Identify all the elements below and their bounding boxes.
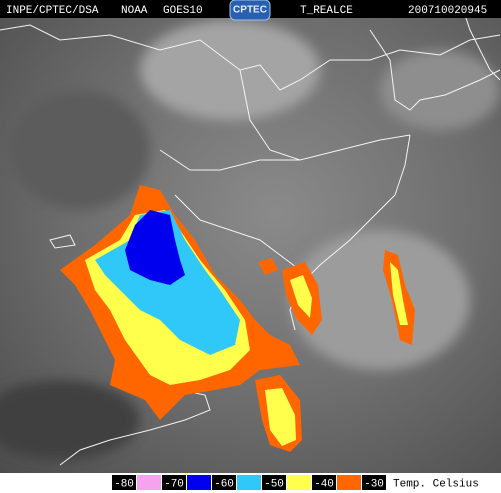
source: INPE/CPTEC/DSA xyxy=(6,5,99,17)
legend-label: -40 xyxy=(314,478,334,490)
legend-label-box xyxy=(162,475,186,490)
logo: CPTEC xyxy=(233,5,267,16)
logo-box xyxy=(229,0,271,21)
legend-label-box xyxy=(112,475,136,490)
legend-unit: Temp. Celsius xyxy=(393,478,479,490)
borders xyxy=(0,0,501,466)
legend-label-box xyxy=(312,475,336,490)
legend-swatch xyxy=(287,475,311,490)
legend-label: -80 xyxy=(114,478,134,490)
legend-swatch xyxy=(337,475,361,490)
legend-swatch xyxy=(237,475,261,490)
legend-label-box xyxy=(212,475,236,490)
legend-label-box xyxy=(362,475,386,490)
product: T_REALCE xyxy=(300,5,353,17)
legend-label-box xyxy=(262,475,286,490)
legend-label: -70 xyxy=(164,478,184,490)
legend-label: -30 xyxy=(364,478,384,490)
legend-label: -60 xyxy=(214,478,234,490)
clouds xyxy=(0,20,500,460)
storm-cells xyxy=(60,185,415,452)
legend-label: -50 xyxy=(264,478,284,490)
legend-swatch xyxy=(137,475,161,490)
operator: NOAA xyxy=(121,5,148,17)
timestamp: 200710020945 xyxy=(408,5,487,17)
legend: -80 -70 -60 -50 -40 -30 Temp. Celsius xyxy=(112,475,479,490)
legend-swatch xyxy=(187,475,211,490)
satellite: GOES10 xyxy=(163,5,203,17)
